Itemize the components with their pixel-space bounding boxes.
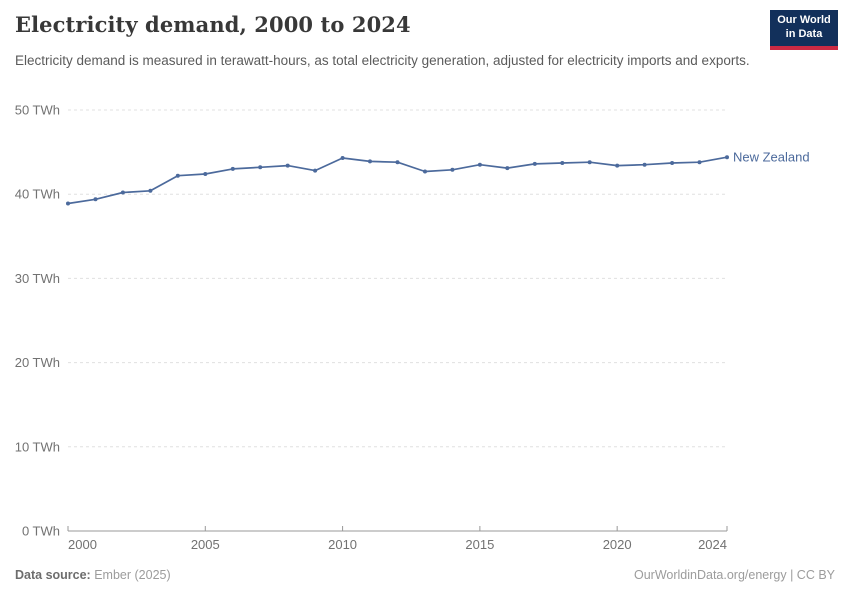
data-point-2018 [560, 161, 565, 165]
x-tick-label-2024: 2024 [698, 537, 727, 552]
data-point-2024 [725, 155, 729, 160]
x-tick-label-2010: 2010 [328, 537, 357, 552]
data-point-2011 [368, 159, 372, 164]
data-source-value: Ember (2025) [90, 568, 171, 582]
data-point-2022 [670, 161, 675, 165]
y-tick-label-0: 0 TWh [22, 524, 60, 539]
data-point-2004 [175, 173, 180, 178]
data-point-2008 [285, 163, 290, 168]
data-source-label: Data source: [15, 568, 91, 582]
x-tick-label-2015: 2015 [465, 537, 494, 552]
series-end-label: New Zealand [733, 150, 810, 165]
data-point-2002 [120, 190, 125, 195]
owid-logo[interactable]: Our World in Data [770, 10, 838, 50]
logo-text-line2: in Data [785, 28, 823, 40]
data-point-2019 [587, 160, 592, 165]
data-point-2009 [313, 168, 318, 173]
data-point-2017 [532, 161, 537, 166]
data-point-2020 [615, 163, 620, 168]
data-point-2006 [230, 166, 235, 171]
x-tick-label-2005: 2005 [191, 537, 220, 552]
y-tick-label-10: 10 TWh [15, 439, 60, 454]
data-point-2014 [450, 167, 455, 172]
y-tick-label-50: 50 TWh [15, 103, 60, 118]
data-point-2001 [93, 197, 98, 202]
data-point-2005 [203, 172, 208, 176]
page-title: Electricity demand, 2000 to 2024 [15, 12, 411, 37]
logo-text-line1: Our World [777, 14, 831, 27]
data-point-2012 [395, 160, 400, 165]
license-link[interactable]: OurWorldinData.org/energy | CC BY [633, 568, 835, 582]
data-point-2010 [340, 156, 345, 160]
y-tick-label-20: 20 TWh [15, 355, 60, 370]
x-tick-label-2000: 2000 [68, 537, 97, 552]
data-point-2013 [423, 169, 427, 174]
chart-subtitle: Electricity demand is measured in terawa… [15, 53, 750, 68]
data-source: Data source: Ember (2025) [15, 568, 171, 582]
data-point-2023 [697, 160, 702, 165]
data-point-2015 [477, 162, 482, 167]
y-tick-label-40: 40 TWh [15, 187, 60, 202]
data-point-2016 [505, 166, 510, 171]
data-point-2003 [148, 188, 153, 193]
y-tick-label-30: 30 TWh [15, 271, 60, 286]
data-point-2007 [258, 165, 263, 170]
data-point-2021 [642, 162, 647, 167]
x-tick-label-2020: 2020 [603, 537, 632, 552]
data-point-2000 [66, 201, 70, 206]
